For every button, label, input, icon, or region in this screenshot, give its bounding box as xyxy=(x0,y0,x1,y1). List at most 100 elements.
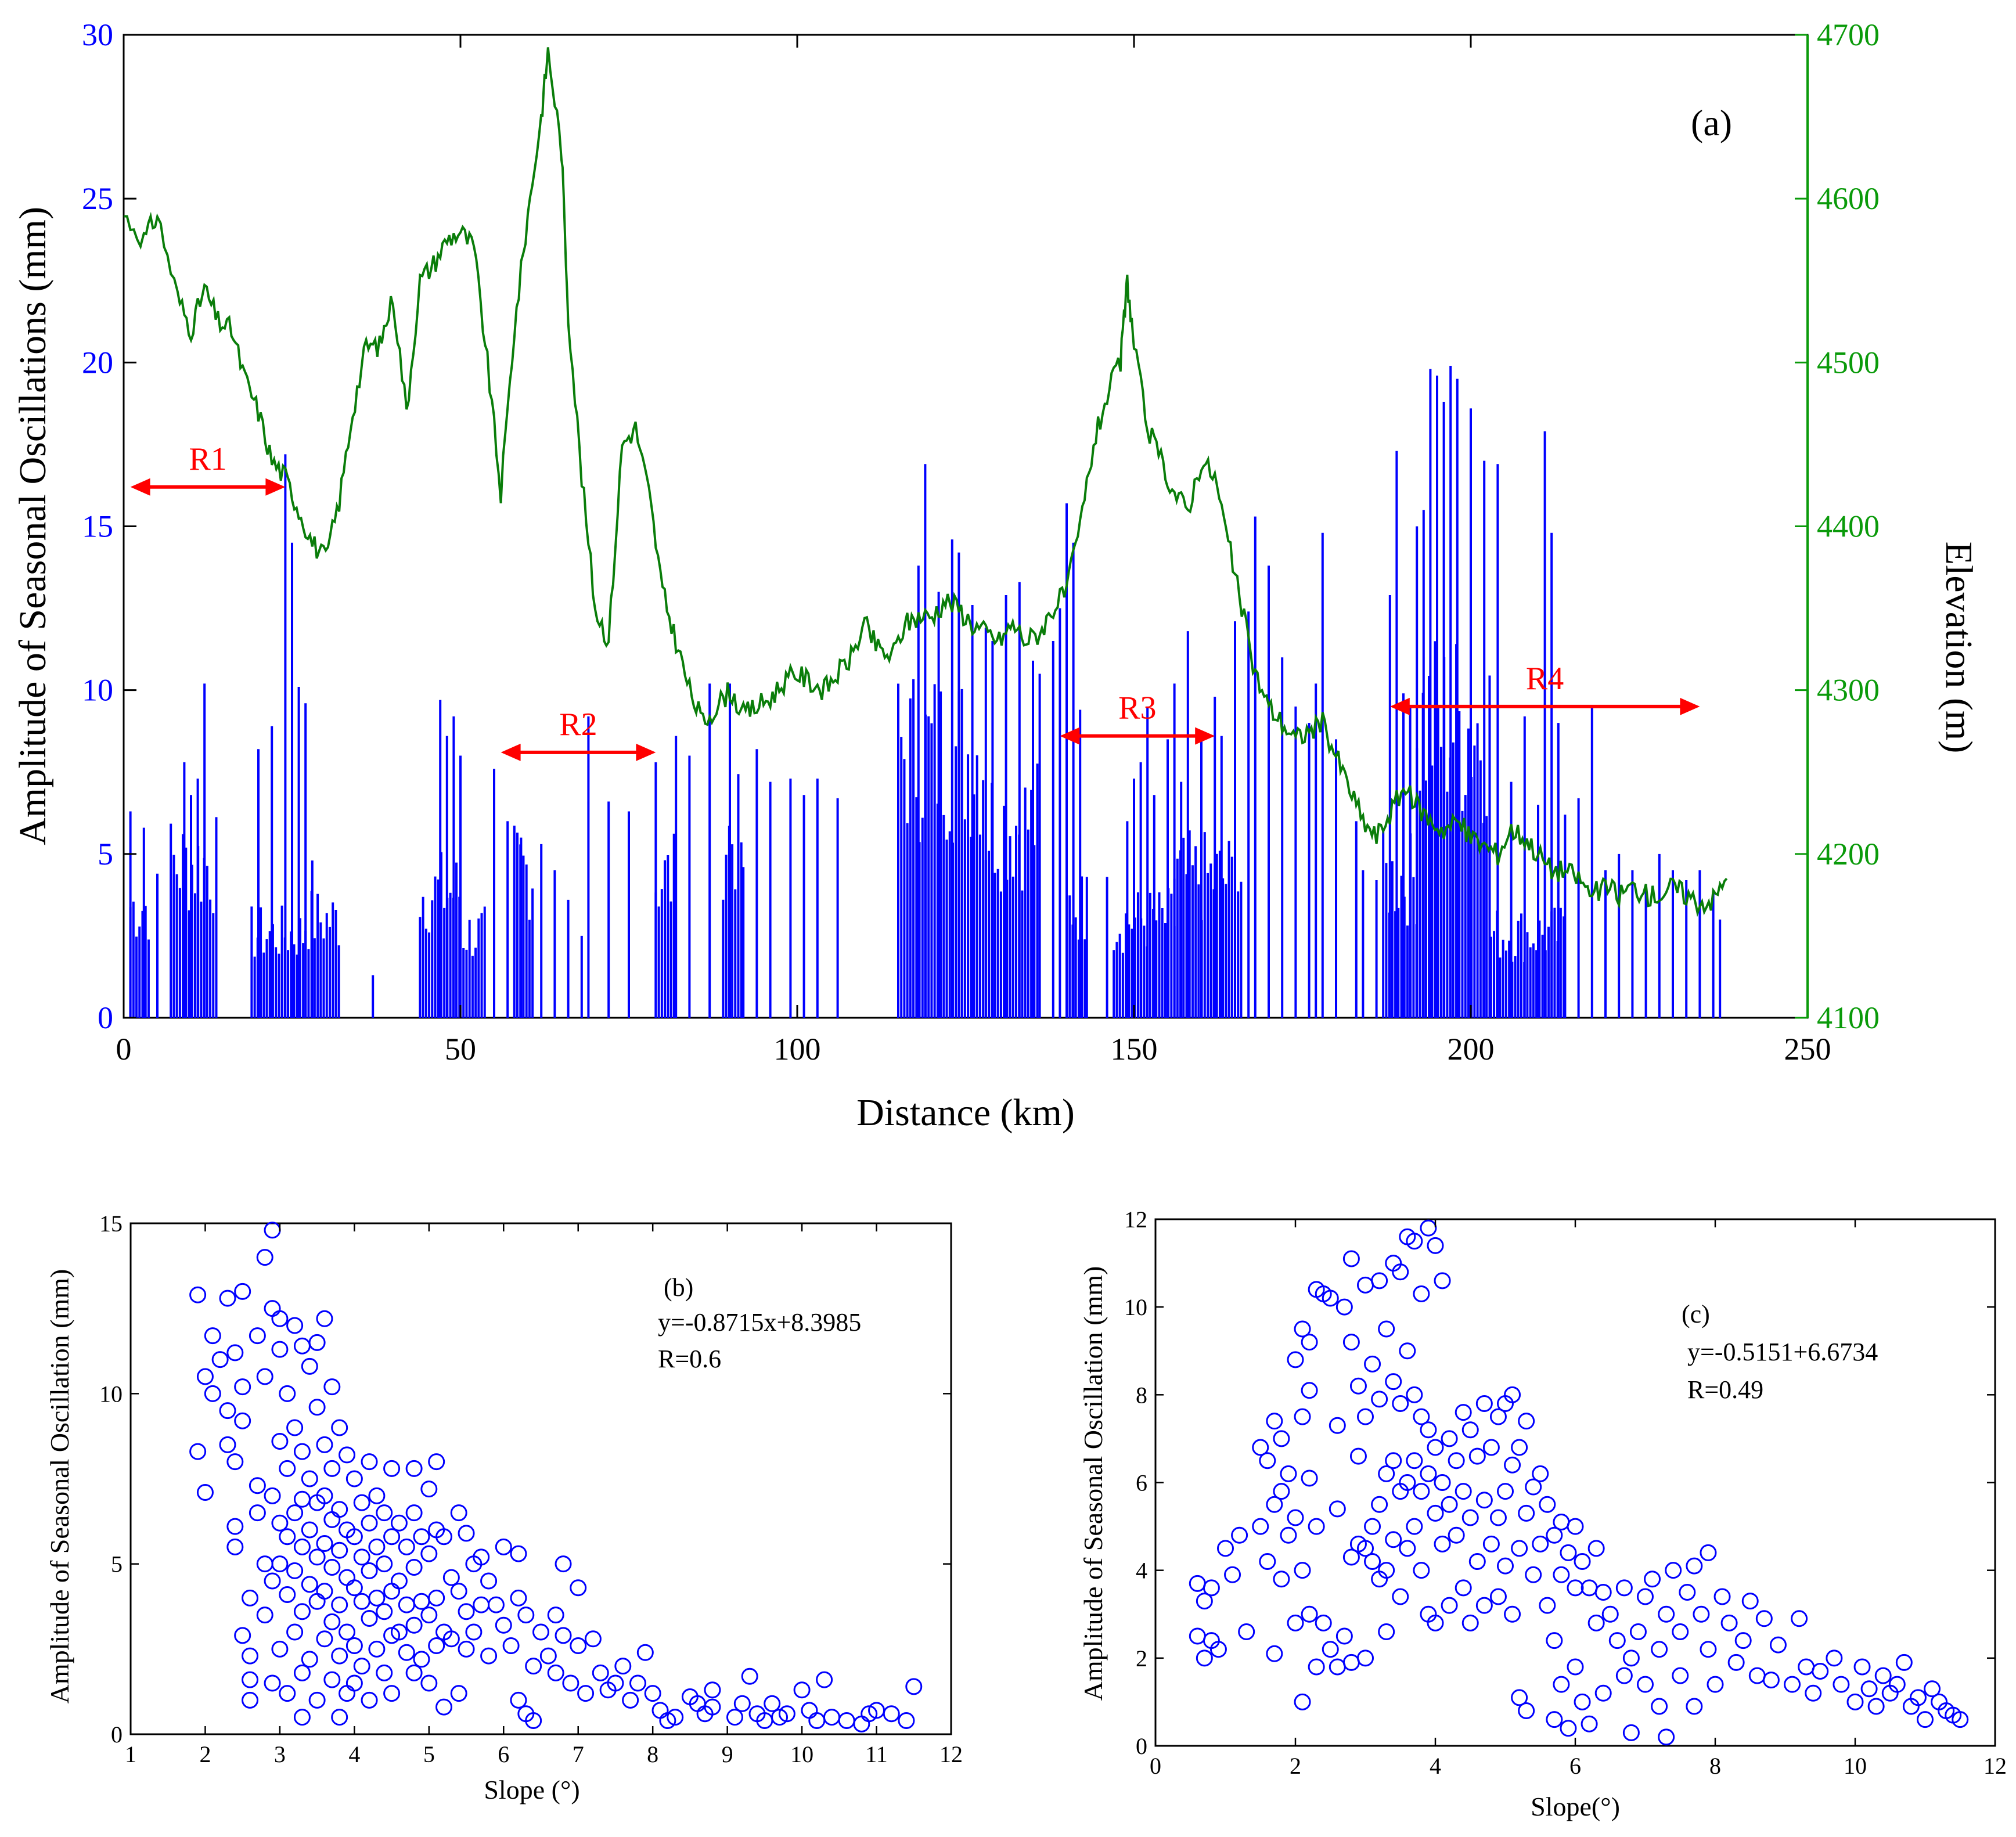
scatter-point xyxy=(1679,1583,1696,1601)
scatter-point xyxy=(1392,1395,1409,1412)
scatter-point xyxy=(1574,1693,1591,1710)
scatter-point xyxy=(1420,1465,1437,1482)
scatter-point xyxy=(316,1583,333,1600)
x-tick-label: 5 xyxy=(423,1741,435,1767)
scatter-point xyxy=(1553,1676,1570,1693)
scatter-point xyxy=(435,1528,453,1546)
panel-b-frame xyxy=(129,1222,952,1735)
scatter-point xyxy=(1329,1417,1346,1434)
panel-c-r-value: R=0.49 xyxy=(1687,1375,1763,1404)
scatter-point xyxy=(316,1630,333,1648)
scatter-point xyxy=(1441,1597,1458,1614)
scatter-point xyxy=(390,1572,408,1590)
scatter-point xyxy=(1574,1553,1591,1571)
scatter-point xyxy=(1511,1439,1528,1456)
scatter-point xyxy=(1413,1285,1430,1302)
scatter-point xyxy=(1441,1496,1458,1513)
scatter-point xyxy=(480,1572,498,1590)
scatter-point xyxy=(733,1695,751,1712)
scatter-point xyxy=(510,1691,527,1709)
scatter-point xyxy=(293,1603,311,1620)
scatter-point xyxy=(487,1596,505,1613)
scatter-point xyxy=(450,1504,467,1522)
scatter-point xyxy=(1209,1641,1227,1658)
elevation-line xyxy=(123,47,1728,917)
left-tick-label: 5 xyxy=(98,837,113,871)
scatter-point xyxy=(211,1351,229,1368)
right-tick-label: 4300 xyxy=(1817,673,1880,708)
scatter-point xyxy=(659,1712,676,1730)
panel-c-x-axis-label: Slope(°) xyxy=(1531,1792,1620,1821)
scatter-point xyxy=(1504,1605,1521,1623)
scatter-point xyxy=(741,1667,758,1685)
scatter-point xyxy=(1727,1654,1745,1671)
scatter-point xyxy=(420,1607,438,1624)
scatter-point xyxy=(376,1664,393,1681)
scatter-point xyxy=(331,1419,348,1436)
scatter-point xyxy=(1560,1544,1577,1561)
scatter-point xyxy=(249,1327,266,1345)
scatter-point xyxy=(816,1671,833,1688)
scatter-point xyxy=(1686,1698,1703,1715)
scatter-point xyxy=(1826,1649,1843,1667)
scatter-point xyxy=(1651,1641,1668,1658)
left-tick-label: 25 xyxy=(82,181,113,216)
scatter-point xyxy=(279,1586,296,1603)
scatter-point xyxy=(279,1385,296,1402)
scatter-point xyxy=(308,1334,326,1351)
scatter-point xyxy=(1511,1689,1528,1706)
panel-b-label: (b) xyxy=(664,1273,693,1302)
right-tick-label: 4200 xyxy=(1817,837,1880,871)
scatter-point xyxy=(1455,1404,1472,1421)
panel-c-y-ticks: 0 2 4 6 8 10 12 xyxy=(1124,1206,1995,1759)
scatter-point xyxy=(1482,1439,1500,1456)
scatter-point xyxy=(1294,1408,1311,1425)
scatter-point xyxy=(465,1623,483,1641)
scatter-point xyxy=(301,1470,318,1487)
region-arrow-head xyxy=(1680,697,1700,715)
scatter-point xyxy=(1371,1272,1388,1289)
left-axis-ticks: 0 5 10 15 20 25 30 xyxy=(82,17,136,1035)
scatter-point xyxy=(1273,1430,1290,1447)
scatter-point xyxy=(667,1709,684,1726)
scatter-point xyxy=(502,1637,520,1654)
region-arrow-head xyxy=(1060,727,1080,745)
scatter-point xyxy=(1532,1465,1549,1482)
scatter-point xyxy=(1658,1605,1675,1623)
y-tick-label: 0 xyxy=(1136,1733,1147,1759)
scatter-point xyxy=(1308,1518,1325,1535)
scatter-point xyxy=(1427,1237,1444,1254)
scatter-point xyxy=(1518,1413,1535,1430)
scatter-point xyxy=(286,1419,304,1436)
x-tick-label: 3 xyxy=(274,1741,286,1767)
right-tick-label: 4600 xyxy=(1817,181,1880,216)
region-arrow-head xyxy=(1195,727,1215,745)
scatter-point xyxy=(1294,1562,1311,1579)
scatter-point xyxy=(495,1616,512,1634)
scatter-point xyxy=(1846,1693,1864,1710)
panel-c-label: (c) xyxy=(1682,1300,1710,1328)
scatter-point xyxy=(1308,1658,1325,1676)
scatter-point xyxy=(1385,1531,1402,1548)
y-tick-label: 5 xyxy=(111,1551,123,1577)
right-tick-label: 4400 xyxy=(1817,509,1880,544)
region-label: R2 xyxy=(559,707,597,743)
region-arrow-head xyxy=(130,478,150,496)
scatter-point xyxy=(1475,1597,1493,1614)
scatter-point xyxy=(1357,1540,1374,1557)
scatter-point xyxy=(1734,1632,1752,1649)
scatter-point xyxy=(316,1535,333,1552)
y-tick-label: 15 xyxy=(99,1211,123,1237)
region-arrow-head xyxy=(1389,697,1410,715)
scatter-point xyxy=(234,1627,251,1644)
scatter-point xyxy=(1546,1632,1563,1649)
panel-b-y-ticks: 0 5 10 15 xyxy=(99,1211,951,1748)
scatter-point xyxy=(405,1664,423,1681)
scatter-point xyxy=(778,1705,795,1723)
scatter-point xyxy=(1392,1588,1409,1605)
scatter-point xyxy=(510,1589,527,1607)
scatter-point xyxy=(1594,1684,1612,1702)
scatter-point xyxy=(1497,1557,1514,1575)
scatter-point xyxy=(1608,1632,1626,1649)
